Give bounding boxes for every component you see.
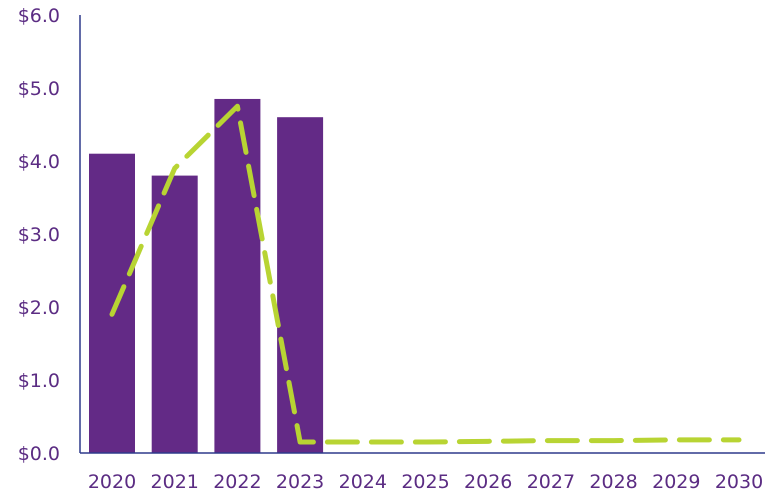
y-axis-labels: $0.0 $1.0 $2.0 $3.0 $4.0 $5.0 $6.0 [18, 5, 60, 465]
x-tick-label: 2025 [401, 471, 449, 493]
x-tick-label: 2027 [527, 471, 575, 493]
x-tick-label: 2021 [151, 471, 199, 493]
x-tick-label: 2028 [589, 471, 637, 493]
bar-2020 [89, 153, 135, 453]
bar-2021 [151, 175, 198, 453]
x-tick-label: 2024 [339, 471, 387, 493]
x-tick-label: 2030 [715, 471, 763, 493]
y-tick-label: $2.0 [18, 297, 60, 319]
y-tick-label: $3.0 [18, 224, 60, 246]
x-tick-label: 2020 [88, 471, 136, 493]
x-axis-labels: 2020 2021 2022 2023 2024 2025 2026 2027 2028 2029… [88, 471, 763, 493]
y-tick-label: $6.0 [18, 5, 60, 27]
dashed-line-series [109, 103, 742, 445]
bar-2023 [277, 117, 324, 453]
x-tick-label: 2026 [464, 471, 512, 493]
x-tick-label: 2029 [652, 471, 700, 493]
y-tick-label: $4.0 [18, 151, 60, 173]
y-tick-label: $1.0 [18, 370, 60, 392]
line-series [109, 103, 742, 445]
bar-series [89, 98, 324, 453]
x-tick-label: 2023 [276, 471, 324, 493]
x-tick-label: 2022 [213, 471, 261, 493]
y-tick-label: $0.0 [18, 443, 60, 465]
bar-2022 [214, 98, 261, 453]
y-tick-label: $5.0 [18, 78, 60, 100]
